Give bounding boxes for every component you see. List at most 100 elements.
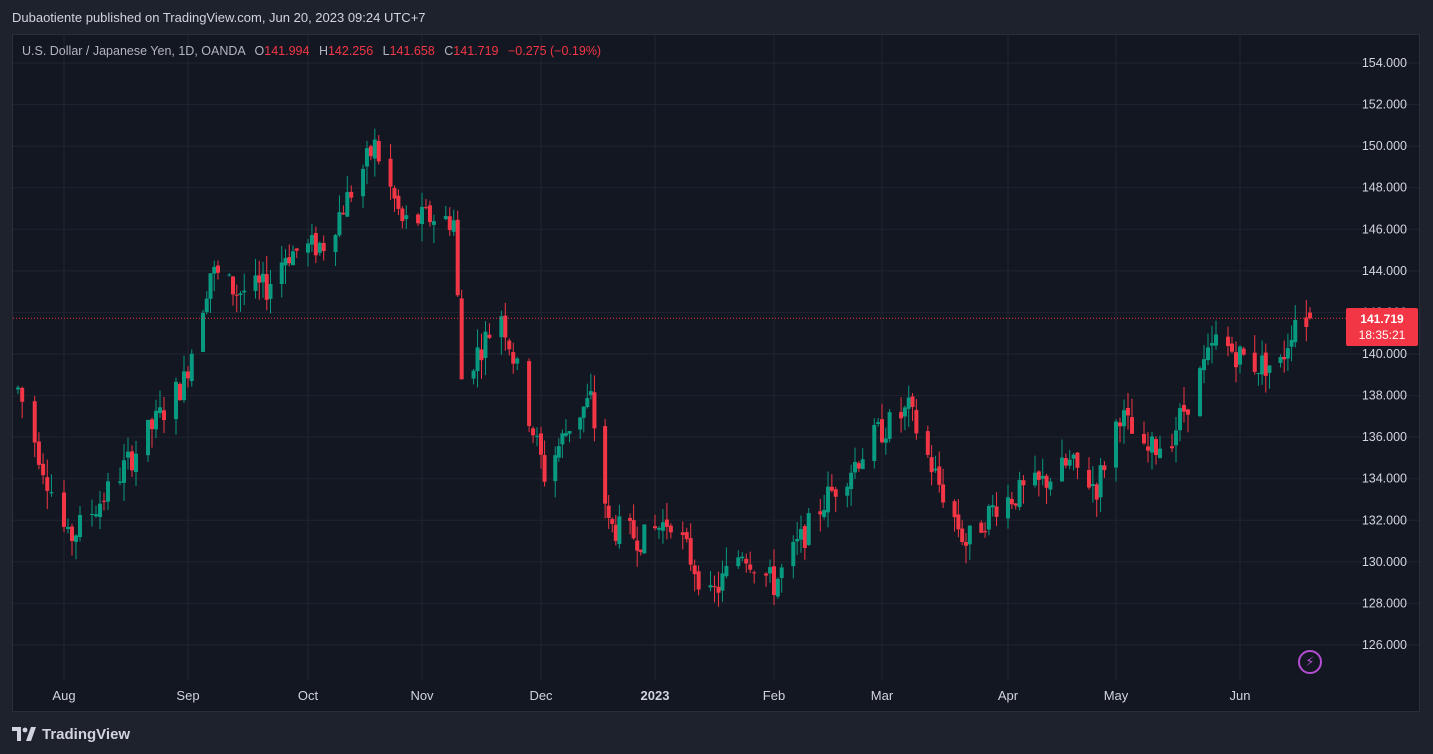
candle-body <box>856 463 861 469</box>
candle-body <box>1087 470 1091 488</box>
candle-body <box>392 188 397 199</box>
candle-body <box>610 518 615 524</box>
candle-body <box>1021 480 1026 486</box>
tradingview-logo[interactable]: TradingView <box>12 724 130 744</box>
candle-body <box>775 578 780 597</box>
candle-body <box>696 571 701 590</box>
candle-body <box>376 141 381 162</box>
candle-body <box>45 477 50 491</box>
candle-body <box>257 275 262 283</box>
candle-body <box>617 516 622 545</box>
candle-body <box>146 419 150 456</box>
candle-body <box>902 407 907 417</box>
tv-logo-icon <box>12 727 36 741</box>
x-axis-label: Oct <box>298 688 319 703</box>
y-axis-tick-label: 152.000 <box>1362 98 1407 112</box>
candle-body <box>818 511 823 515</box>
candle-body <box>642 524 647 554</box>
candle-body <box>174 381 178 420</box>
last-price-value: 141.719 <box>1360 312 1404 326</box>
chart-pane[interactable] <box>12 34 1420 712</box>
candle-body <box>253 275 258 291</box>
candle-body <box>130 451 134 471</box>
candle-body <box>588 391 593 396</box>
candle-body <box>291 251 295 266</box>
candle-body <box>1033 472 1037 486</box>
candle-body <box>455 219 460 296</box>
candle-body <box>186 371 190 379</box>
candle-body <box>479 349 484 361</box>
candle-body <box>1114 421 1118 468</box>
candle-body <box>234 294 239 296</box>
candle-body <box>1214 334 1218 346</box>
candle-body <box>581 406 586 418</box>
x-axis-label: Mar <box>871 688 894 703</box>
bar-countdown: 18:35:21 <box>1358 328 1406 342</box>
candle-body <box>979 522 984 533</box>
candle-body <box>1289 339 1294 347</box>
lightning-icon[interactable]: ⚡ <box>1298 650 1322 674</box>
candle-body <box>98 503 102 518</box>
candle-body <box>791 541 796 567</box>
candle-body <box>692 565 697 575</box>
candle-body <box>212 266 217 274</box>
candle-body <box>62 492 66 527</box>
candle-body <box>372 139 377 159</box>
candle-body <box>20 387 25 402</box>
candle-body <box>208 273 213 299</box>
candle-body <box>368 146 373 157</box>
candle-body <box>556 446 561 458</box>
y-axis-tick-label: 136.000 <box>1362 430 1407 444</box>
candle-body <box>16 387 20 390</box>
candle-body <box>664 519 669 527</box>
candle-body <box>628 517 633 521</box>
candle-body <box>1036 471 1041 480</box>
candle-body <box>1170 446 1174 449</box>
y-axis-tick-label: 126.000 <box>1362 638 1407 652</box>
candle-body <box>154 410 158 430</box>
open-value: 141.994 <box>264 44 310 58</box>
x-axis-label: Nov <box>410 688 434 703</box>
candle-body <box>287 257 292 264</box>
candle-body <box>134 453 138 473</box>
candle-body <box>933 468 938 471</box>
candle-body <box>712 586 717 588</box>
candle-body <box>779 567 784 578</box>
candle-body <box>1256 372 1261 374</box>
candle-body <box>1202 359 1206 371</box>
y-axis-tick-label: 148.000 <box>1362 181 1407 195</box>
symbol-description: U.S. Dollar / Japanese Yen, 1D, OANDA <box>22 44 246 58</box>
candle-body <box>1102 465 1107 470</box>
candle-body <box>906 397 911 409</box>
candle-body <box>268 283 273 299</box>
candle-body <box>764 573 769 576</box>
candle-body <box>416 214 421 224</box>
candle-body <box>1206 347 1210 361</box>
candle-body <box>483 331 488 358</box>
candle-body <box>1186 409 1190 415</box>
candle-body <box>752 572 757 574</box>
candle-body <box>795 539 800 542</box>
candle-body <box>503 315 508 338</box>
candle-body <box>653 526 657 529</box>
close-value: 141.719 <box>453 44 499 58</box>
candle-body <box>189 353 194 382</box>
candle-body <box>309 235 314 245</box>
candle-body <box>404 215 409 220</box>
candle-body <box>1006 497 1010 519</box>
candle-body <box>1094 484 1099 500</box>
candle-body <box>1198 368 1202 417</box>
candle-body <box>768 567 773 574</box>
candle-body <box>349 191 354 198</box>
candle-body <box>983 530 988 533</box>
candle-body <box>1098 465 1103 498</box>
candle-body <box>1017 480 1022 507</box>
candle-body <box>178 383 182 401</box>
candle-body <box>162 410 166 421</box>
candle-body <box>420 206 424 225</box>
candle-body <box>1182 404 1186 412</box>
candle-body <box>443 215 448 220</box>
y-axis-tick-label: 140.000 <box>1362 347 1407 361</box>
candle-body <box>231 276 235 295</box>
